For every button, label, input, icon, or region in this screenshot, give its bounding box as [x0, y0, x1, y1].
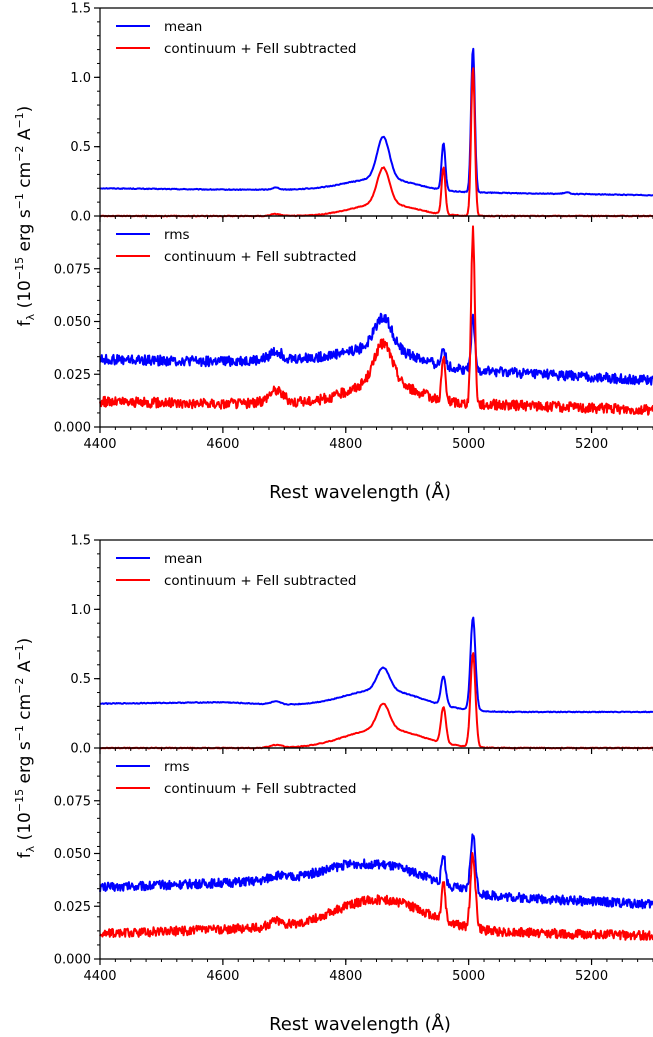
legend-label: rms — [164, 227, 190, 243]
axis-panel-4: 0.000 0.025 0.050 0.075 4400 4600 4800 5000 5200… — [54, 747, 653, 984]
x-tick-label: 5000 — [452, 437, 485, 452]
x-tick-label: 4800 — [329, 437, 362, 452]
series-line-rms — [99, 833, 653, 910]
legend-label: continuum + FeII subtracted — [164, 781, 356, 797]
legend-label: continuum + FeII subtracted — [164, 573, 356, 589]
y-tick-label: 0.000 — [54, 421, 91, 436]
axis-panel-2: 0.000 0.025 0.050 0.075 4400 4600 4800 5000 5200… — [54, 215, 653, 452]
legend-label: continuum + FeII subtracted — [164, 249, 356, 265]
x-axis-label: Rest wavelength (Å) — [269, 481, 451, 503]
series-line-mean — [99, 616, 653, 714]
y-tick-label: 0.075 — [54, 262, 91, 277]
x-tick-label: 4800 — [329, 969, 362, 984]
y-tick-label: 0.050 — [54, 315, 91, 330]
series-line-rms — [99, 312, 653, 386]
y-tick-label: 0.5 — [70, 672, 91, 687]
x-tick-label: 4400 — [83, 969, 116, 984]
series-line-continuum-feii-subtracted — [99, 652, 653, 750]
legend-label: mean — [164, 551, 202, 567]
series-line-continuum-feii-subtracted — [99, 852, 653, 941]
y-tick-label: 1.5 — [70, 2, 91, 17]
axis-panel-1: 0.0 0.5 1.0 1.5 mean continuum + FeII subtrac… — [70, 2, 653, 225]
series-line-continuum-feii-subtracted — [99, 225, 653, 416]
legend-label: rms — [164, 759, 190, 775]
series-line-mean — [99, 47, 653, 197]
x-tick-label: 4600 — [206, 969, 239, 984]
y-tick-label: 0.025 — [54, 368, 91, 383]
y-tick-label: 0.025 — [54, 900, 91, 915]
y-tick-label: 0.5 — [70, 140, 91, 155]
y-tick-label: 0.050 — [54, 847, 91, 862]
y-tick-label: 0.000 — [54, 953, 91, 968]
y-axis-label: fλ (10−15 erg s−1 cm−2 A−1) — [13, 638, 37, 859]
x-tick-label: 5200 — [575, 437, 608, 452]
y-tick-label: 1.5 — [70, 534, 91, 549]
y-tick-label: 1.0 — [70, 603, 91, 618]
x-tick-label: 5200 — [575, 969, 608, 984]
x-tick-label: 4400 — [83, 437, 116, 452]
y-axis-label: fλ (10−15 erg s−1 cm−2 A−1) — [13, 106, 37, 327]
y-tick-label: 1.0 — [70, 71, 91, 86]
legend-label: continuum + FeII subtracted — [164, 41, 356, 57]
legend-label: mean — [164, 19, 202, 35]
y-tick-label: 0.0 — [70, 742, 91, 757]
y-tick-label: 0.075 — [54, 794, 91, 809]
x-tick-label: 4600 — [206, 437, 239, 452]
x-axis-label: Rest wavelength (Å) — [269, 1013, 451, 1035]
x-tick-label: 5000 — [452, 969, 485, 984]
y-tick-label: 0.0 — [70, 210, 91, 225]
axis-panel-3: 0.0 0.5 1.0 1.5 mean continuum + FeII subtrac… — [70, 534, 653, 757]
